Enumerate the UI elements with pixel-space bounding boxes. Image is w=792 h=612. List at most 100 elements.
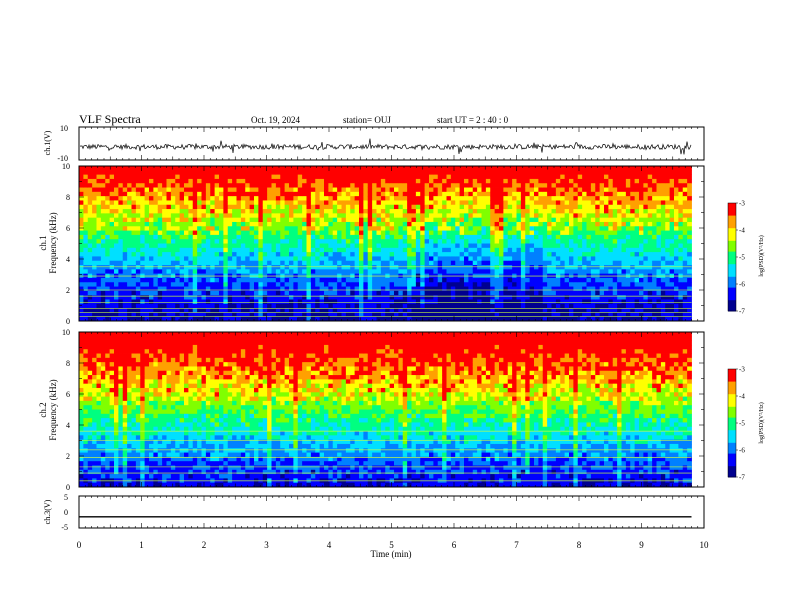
spectrogram-cell <box>92 269 97 275</box>
date-label: Oct. 19, 2024 <box>251 115 300 125</box>
spectrogram-cell <box>140 204 146 210</box>
spectrogram-cell <box>407 308 412 313</box>
spectrogram-cell <box>350 247 356 253</box>
spectrogram-cell <box>512 204 517 210</box>
spectrogram-cell <box>599 183 605 188</box>
spectrogram-cell <box>359 308 364 313</box>
spectrogram-cell <box>547 265 552 270</box>
spectrogram-cell <box>394 265 399 270</box>
spectrogram-cell <box>582 170 587 176</box>
spectrogram-cell <box>184 303 189 309</box>
spectrogram-cell <box>485 191 491 197</box>
spectrogram-cell <box>262 166 268 171</box>
spectrogram-cell <box>275 226 281 231</box>
spectrogram-cell <box>254 209 259 214</box>
spectrogram-cell <box>385 308 391 313</box>
spectrogram-cell <box>92 196 97 201</box>
spectrogram-cell <box>153 191 159 197</box>
spectrogram-cell <box>529 226 535 231</box>
spectrogram-cell <box>350 260 356 266</box>
spectrogram-cell <box>232 166 237 171</box>
spectrogram-cell <box>516 252 522 257</box>
spectrogram-cell <box>429 191 434 197</box>
spectrogram-cell <box>105 239 111 244</box>
spectrogram-cell <box>551 187 557 193</box>
spectrogram-cell <box>608 303 614 309</box>
spectrogram-cell <box>542 166 548 171</box>
spectrogram-cell <box>516 239 522 244</box>
spectrogram-cell <box>656 256 662 262</box>
spectrogram-cell <box>564 166 570 171</box>
spectrogram-cell <box>127 277 132 283</box>
spectrogram-cell <box>577 265 583 270</box>
spectrogram-cell <box>188 239 194 244</box>
spectrogram-cell <box>529 256 535 262</box>
spectrogram-cell <box>459 183 465 188</box>
spectrogram-cell <box>380 295 386 300</box>
spectrogram-cell <box>240 170 246 176</box>
spectrogram-cell <box>643 277 649 283</box>
spectrogram-cell <box>499 282 504 287</box>
spectrogram-cell <box>547 290 552 296</box>
spectrogram-cell <box>219 277 224 283</box>
spectrogram-cell <box>227 200 233 206</box>
spectrogram-cell <box>389 286 395 292</box>
spectrogram-cell <box>175 277 181 283</box>
spectrogram-cell <box>118 191 124 197</box>
spectrogram-cell <box>415 277 421 283</box>
spectrogram-cell <box>114 200 119 206</box>
spectrogram-cell <box>512 217 517 223</box>
spectrogram-cell <box>656 174 662 180</box>
spectrogram-cell <box>411 260 417 266</box>
spectrogram-cell <box>345 191 351 197</box>
spectrogram-cell <box>258 191 264 197</box>
spectrogram-cell <box>446 234 452 240</box>
spectrogram-cell <box>192 308 198 313</box>
spectrogram-cell <box>267 187 272 193</box>
spectrogram-cell <box>538 187 544 193</box>
spectrogram-cell <box>647 191 653 197</box>
spectrogram-cell <box>105 269 111 275</box>
spectrogram-cell <box>149 213 154 219</box>
spectrogram-cell <box>442 234 447 240</box>
spectrogram-cell <box>367 243 373 249</box>
spectrogram-cell <box>79 234 84 240</box>
spectrogram-cell <box>363 226 369 231</box>
spectrogram-cell <box>490 243 496 249</box>
spectrogram-cell <box>643 256 649 262</box>
spectrogram-cell <box>455 282 461 287</box>
spectrogram-cell <box>324 269 329 275</box>
spectrogram-cell <box>407 187 412 193</box>
spectrogram-cell <box>262 191 268 197</box>
spectrogram-cell <box>529 213 535 219</box>
spectrogram-cell <box>599 256 605 262</box>
spectrogram-cell <box>385 286 391 292</box>
spectrogram-cell <box>135 178 141 184</box>
spectrogram-cell <box>310 282 316 287</box>
spectrogram-cell <box>612 295 618 300</box>
spectrogram-cell <box>547 286 552 292</box>
spectrogram-cell <box>280 226 286 231</box>
spectrogram-cell <box>656 290 662 296</box>
spectrogram-cell <box>175 187 181 193</box>
spectrogram-cell <box>621 269 627 275</box>
spectrogram-cell <box>656 209 662 214</box>
spectrogram-cell <box>538 277 544 283</box>
spectrogram-cell <box>367 256 373 262</box>
spectrogram-cell <box>83 217 89 223</box>
spectrogram-cell <box>236 200 242 206</box>
spectrogram-cell <box>442 265 447 270</box>
spectrogram-cell <box>262 265 268 270</box>
spectrogram-cell <box>179 166 185 171</box>
spectrogram-cell <box>472 290 478 296</box>
spectrogram-cell <box>254 252 259 257</box>
spectrogram-cell <box>490 226 496 231</box>
spectrogram-cell <box>114 247 119 253</box>
spectrogram-cell <box>240 308 246 313</box>
spectrogram-cell <box>258 282 264 287</box>
spectrogram-cell <box>477 282 482 287</box>
spectrogram-cell <box>525 170 531 176</box>
spectrogram-cell <box>612 178 618 184</box>
spectrogram-cell <box>477 252 482 257</box>
spectrogram-cell <box>595 234 601 240</box>
